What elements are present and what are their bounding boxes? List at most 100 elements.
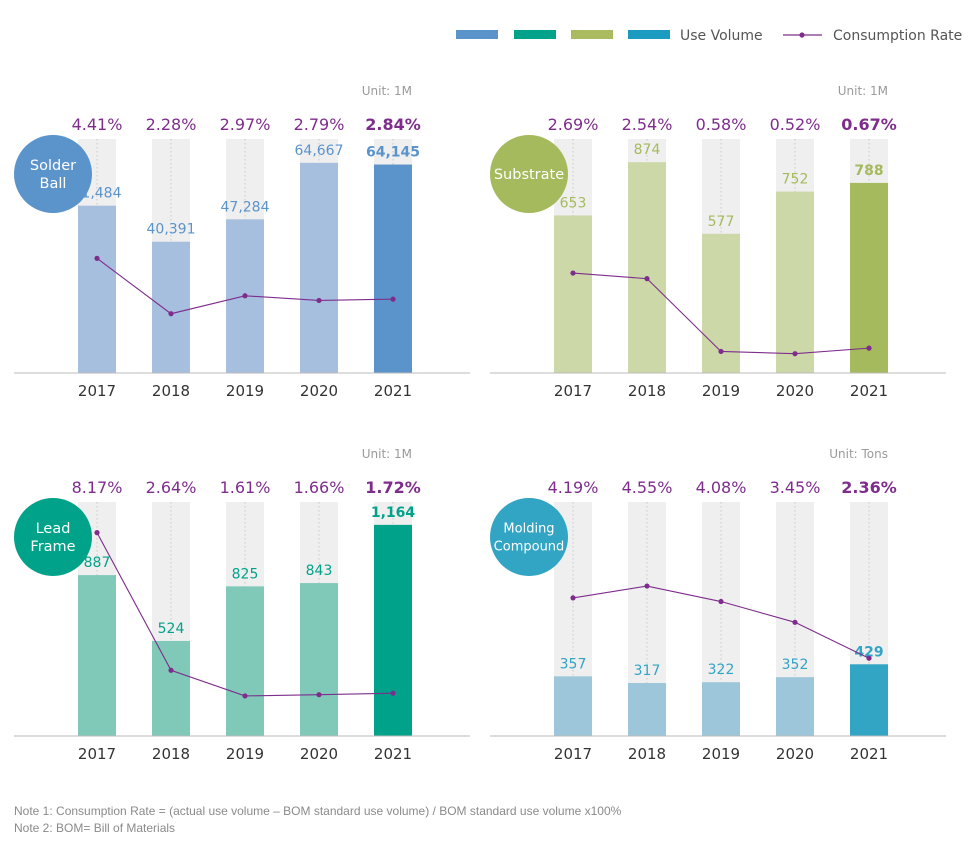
x-tick-2017: 2017 [554, 382, 592, 400]
legend-consumption-rate: Consumption Rate [833, 28, 962, 44]
value-label-2017: 653 [560, 195, 587, 211]
title-line-1: Molding [503, 522, 554, 537]
rate-point-2019 [718, 348, 724, 355]
title-bubble [490, 135, 568, 213]
rate-label-2017: 4.41% [72, 115, 123, 134]
rate-point-2019 [718, 598, 724, 605]
rate-label-2019: 4.08% [696, 478, 747, 497]
bar-2017 [554, 215, 592, 373]
x-tick-2020: 2020 [300, 745, 338, 763]
value-label-2019: 825 [232, 566, 259, 582]
rate-point-2018 [168, 311, 174, 317]
legend-rate-marker [799, 32, 805, 38]
bar-2018 [628, 683, 666, 736]
value-label-2020: 64,667 [295, 143, 344, 159]
x-tick-2018: 2018 [152, 382, 190, 400]
bar-2020 [300, 162, 338, 373]
rate-label-2017: 8.17% [72, 478, 123, 497]
value-label-2021: 429 [854, 644, 883, 660]
chart-svg: Unit: 1M 2.69% 2.54% 0.58% 0.52% 0.67% 653 874 5… [490, 84, 946, 400]
rate-label-2019: 1.61% [220, 478, 271, 497]
bar-2021 [850, 182, 888, 373]
panel-solder-ball: Unit: 1M 4.41% 2.28% 2.97% 2.79% 2.84% 51,484 4… [14, 80, 484, 435]
rate-point-2020 [792, 619, 798, 625]
rate-label-2021: 1.72% [365, 478, 421, 497]
legend-swatch-3 [571, 30, 613, 39]
title-line-2: Ball [40, 176, 67, 192]
rate-point-2017 [570, 270, 576, 276]
value-label-2018: 317 [634, 663, 661, 679]
value-label-2021: 64,145 [366, 145, 420, 161]
rate-label-2019: 2.97% [220, 115, 271, 134]
chart-svg: Unit: Tons 4.19% 4.55% 4.08% 3.45% 2.36% 357 31… [490, 447, 946, 763]
title-line-1: Solder [30, 158, 76, 174]
rate-point-2021 [390, 690, 396, 696]
title-line-2: Compound [494, 540, 565, 555]
legend-swatch-1 [456, 30, 498, 39]
x-tick-2017: 2017 [78, 745, 116, 763]
x-tick-2020: 2020 [776, 382, 814, 400]
x-tick-2019: 2019 [226, 382, 264, 400]
title-bubble [490, 498, 568, 576]
legend-swatch-2 [514, 30, 556, 39]
note-2: Note 2: BOM= Bill of Materials [14, 821, 176, 835]
panel-lead-frame: Unit: 1M 8.17% 2.64% 1.61% 1.66% 1.72% 887 524 8… [14, 443, 484, 798]
unit-label: Unit: 1M [362, 447, 412, 461]
bar-2020 [300, 583, 338, 736]
title-bubble [14, 498, 92, 576]
rate-point-2019 [242, 693, 248, 699]
bar-2021 [374, 524, 412, 736]
rate-label-2020: 0.52% [770, 115, 821, 134]
value-label-2017: 357 [560, 656, 587, 672]
value-label-2021: 1,164 [371, 505, 416, 521]
bar-2020 [776, 191, 814, 373]
value-label-2020: 843 [306, 563, 333, 579]
bar-2017 [78, 575, 116, 736]
bar-2020 [776, 677, 814, 736]
bar-2018 [152, 241, 190, 373]
unit-label: Unit: 1M [838, 84, 888, 98]
rate-label-2017: 4.19% [548, 478, 599, 497]
rate-point-2018 [644, 276, 650, 282]
x-tick-2019: 2019 [702, 745, 740, 763]
bar-2018 [152, 640, 190, 736]
chart-svg: Unit: 1M4.41% 2.28% 2.97% 2.79% 2.84%51,4844… [14, 84, 470, 400]
x-tick-2021: 2021 [374, 745, 412, 763]
panel-substrate: Unit: 1M 2.69% 2.54% 0.58% 0.52% 0.67% 653 874 5… [490, 80, 960, 435]
panel-molding-compound: Unit: Tons 4.19% 4.55% 4.08% 3.45% 2.36% 357 31… [490, 443, 960, 798]
rate-label-2018: 2.54% [622, 115, 673, 134]
rate-point-2020 [316, 297, 322, 304]
rate-point-2021 [390, 296, 396, 302]
bar-2021 [850, 664, 888, 736]
x-tick-2017: 2017 [554, 745, 592, 763]
title-line-1: Lead [36, 521, 71, 537]
title-line-2: Frame [30, 539, 75, 555]
chart-legend: Use Volume Consumption Rate [456, 28, 962, 44]
rate-label-2017: 2.69% [548, 115, 599, 134]
value-label-2019: 577 [708, 214, 735, 230]
rate-point-2017 [570, 595, 576, 601]
value-label-2018: 524 [158, 621, 185, 637]
rate-point-2020 [316, 692, 322, 698]
rate-point-2021 [866, 345, 872, 351]
title-bubble [14, 135, 92, 213]
x-tick-2020: 2020 [776, 745, 814, 763]
rate-label-2020: 3.45% [770, 478, 821, 497]
value-label-2020: 752 [782, 172, 809, 188]
rate-label-2021: 2.36% [841, 478, 897, 497]
value-label-2021: 788 [854, 163, 883, 179]
rate-point-2021 [866, 655, 872, 661]
bar-2021 [374, 164, 412, 373]
title-line-1: Substrate [494, 167, 564, 183]
chart-svg: Unit: 1M 8.17% 2.64% 1.61% 1.66% 1.72% 887 524 8… [14, 447, 470, 763]
bar-2017 [554, 676, 592, 736]
x-tick-2018: 2018 [628, 745, 666, 763]
x-tick-2018: 2018 [152, 745, 190, 763]
legend-use-volume: Use Volume [680, 28, 763, 44]
rate-point-2019 [242, 293, 248, 299]
x-tick-2019: 2019 [702, 382, 740, 400]
rate-label-2018: 4.55% [622, 478, 673, 497]
x-tick-2018: 2018 [628, 382, 666, 400]
rate-label-2021: 0.67% [841, 115, 897, 134]
x-tick-2021: 2021 [374, 382, 412, 400]
